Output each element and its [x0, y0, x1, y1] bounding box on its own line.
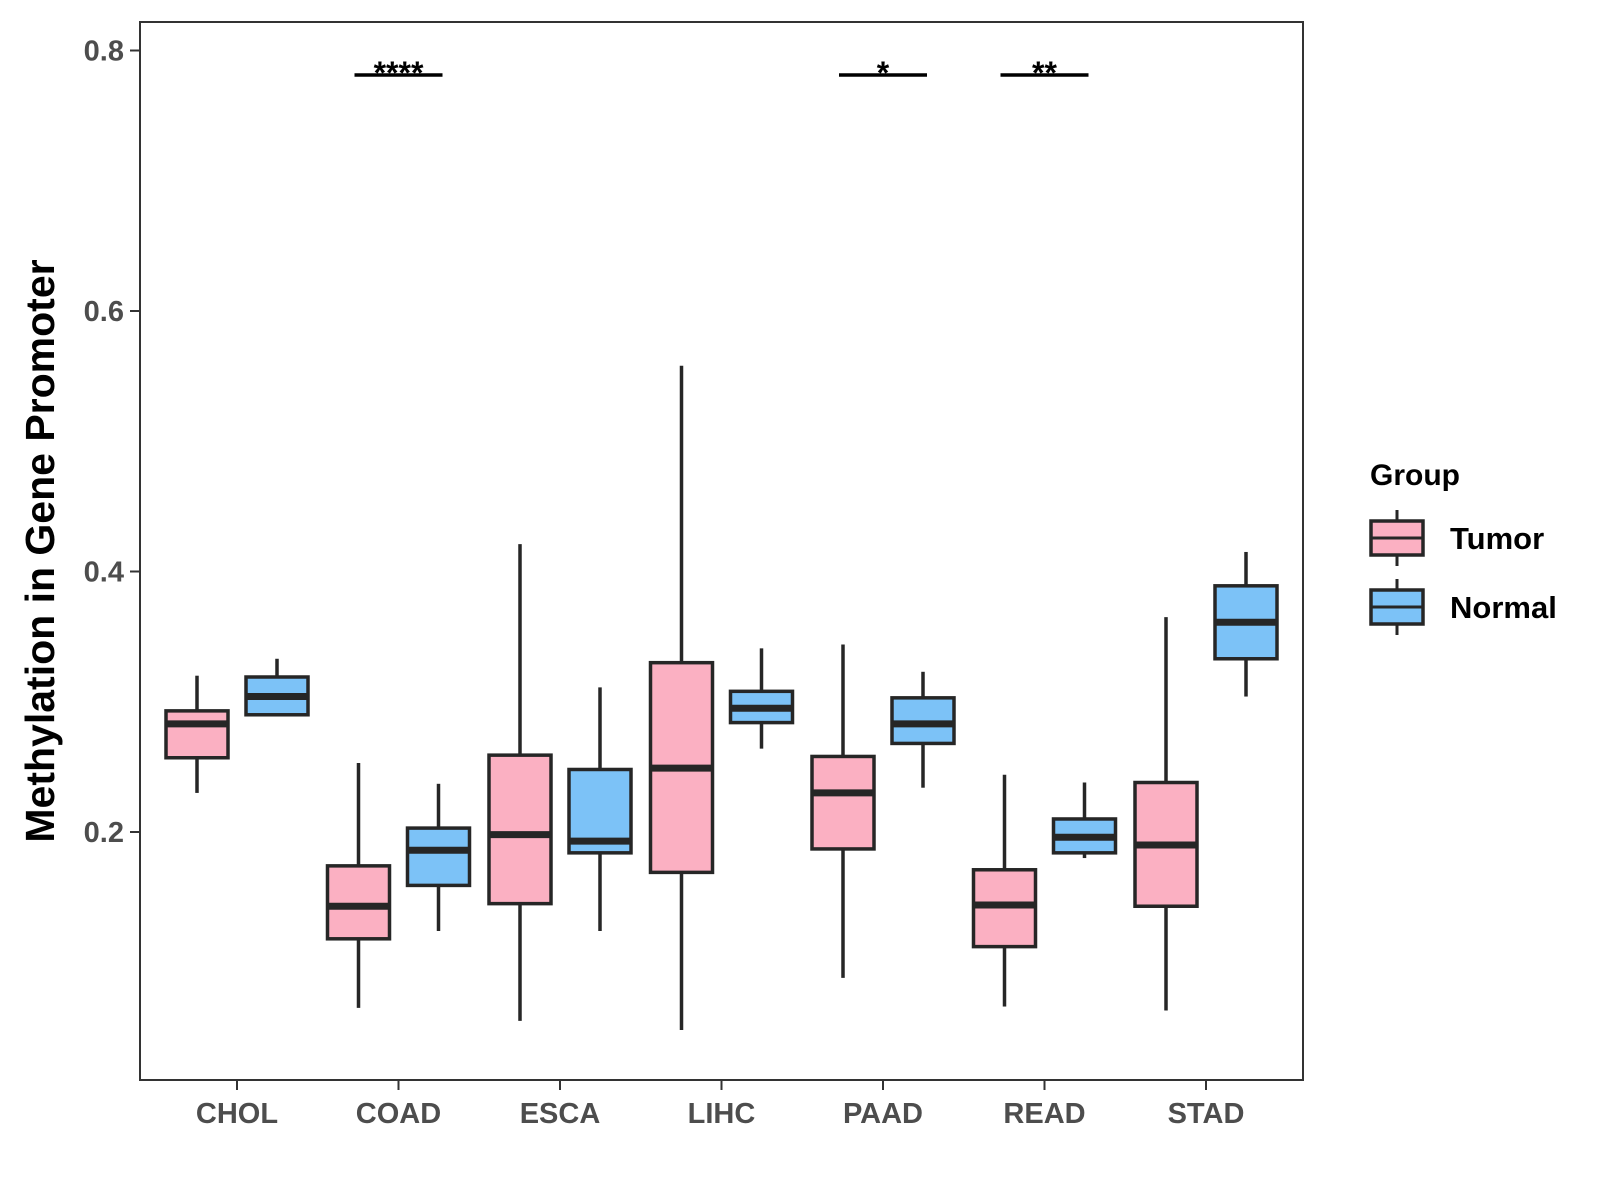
legend: Group Tumor Normal: [1369, 459, 1557, 635]
box-tumor-coad: [325, 762, 392, 1008]
box-normal-stad: [1213, 551, 1279, 697]
legend-key-normal: [1369, 579, 1425, 635]
box-body-tumor-coad: [325, 864, 392, 941]
significance-label-read: **: [1032, 55, 1057, 91]
legend-key-tumor: [1369, 510, 1425, 566]
x-tick-label-esca: ESCA: [520, 1098, 601, 1130]
box-tumor-read: [971, 774, 1038, 1007]
box-body-tumor-esca: [487, 753, 553, 906]
legend-label-normal: Normal: [1450, 590, 1557, 625]
box-tumor-paad: [810, 644, 876, 978]
x-tick-label-read: READ: [1003, 1098, 1085, 1130]
box-body-normal-coad: [405, 826, 472, 888]
significance-label-paad: *: [877, 55, 890, 91]
x-tick-label-lihc: LIHC: [688, 1098, 756, 1130]
box-normal-lihc: [728, 648, 795, 749]
x-tick-label-stad: STAD: [1168, 1098, 1245, 1130]
significance-label-coad: ****: [374, 55, 424, 91]
x-tick-label-chol: CHOL: [196, 1098, 278, 1130]
y-tick-label-0.6: 0.6: [84, 296, 124, 328]
plot-panel-border: [139, 21, 1304, 1081]
box-tumor-esca: [487, 544, 553, 1021]
y-tick-label-0.2: 0.2: [84, 817, 124, 849]
box-normal-coad: [405, 783, 472, 931]
x-tick-label-coad: COAD: [356, 1098, 441, 1130]
legend-title: Group: [1370, 459, 1460, 492]
box-tumor-stad: [1133, 617, 1199, 1011]
box-body-tumor-paad: [810, 754, 876, 851]
y-tick-label-0.8: 0.8: [84, 36, 124, 68]
box-normal-esca: [567, 687, 633, 931]
box-normal-chol: [244, 658, 310, 717]
box-normal-paad: [890, 671, 956, 788]
legend-label-tumor: Tumor: [1450, 521, 1544, 556]
x-tick-label-paad: PAAD: [843, 1098, 923, 1130]
box-body-tumor-chol: [164, 709, 230, 760]
y-tick-label-0.4: 0.4: [84, 557, 124, 589]
box-normal-read: [1051, 782, 1118, 859]
box-tumor-chol: [164, 675, 230, 793]
chart-marks: 0.2 0.4 0.6 0.8 CHOL COAD ESCA LIHC PAAD READ STAD…: [84, 36, 1279, 1130]
y-axis-title: Methylation in Gene Promoter: [17, 259, 63, 842]
box-tumor-lihc: [648, 365, 715, 1030]
